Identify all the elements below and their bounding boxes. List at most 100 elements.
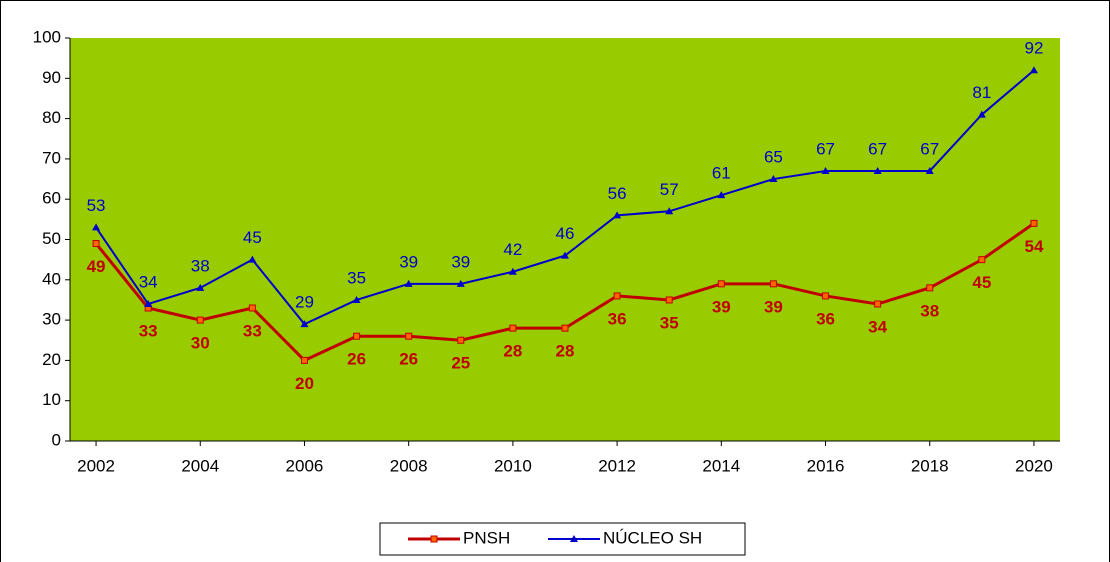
marker: [665, 207, 674, 215]
marker: [561, 251, 569, 259]
data-label: 67: [920, 139, 939, 158]
x-tick-label: 2008: [390, 456, 428, 475]
data-label: 92: [1024, 39, 1043, 58]
legend-marker: [430, 535, 438, 543]
x-tick-label: 2010: [494, 456, 532, 475]
data-label: 39: [399, 252, 418, 271]
y-tick-label: 50: [42, 229, 61, 248]
data-label: 42: [503, 240, 522, 259]
data-label: 49: [87, 257, 106, 276]
data-label: 36: [608, 309, 627, 328]
y-tick-label: 20: [42, 350, 61, 369]
data-label: 35: [347, 268, 366, 287]
marker: [92, 223, 101, 231]
data-label: 20: [295, 374, 314, 393]
data-label: 33: [243, 321, 262, 340]
y-tick-label: 60: [42, 189, 61, 208]
data-label: 46: [556, 224, 575, 243]
data-label: 67: [868, 139, 887, 158]
data-label: 28: [503, 342, 522, 361]
data-label: 38: [920, 301, 939, 320]
marker: [1030, 219, 1038, 227]
data-label: 45: [972, 273, 991, 292]
data-label: 33: [139, 321, 158, 340]
data-label: 36: [816, 309, 835, 328]
marker: [769, 280, 777, 288]
marker: [509, 324, 517, 332]
x-tick-label: 2002: [77, 456, 115, 475]
marker: [665, 296, 673, 304]
y-tick-label: 70: [42, 148, 61, 167]
marker: [613, 292, 621, 300]
data-label: 38: [191, 256, 210, 275]
x-tick-label: 2004: [181, 456, 219, 475]
data-label: 26: [399, 350, 418, 369]
marker: [404, 279, 413, 287]
x-tick-label: 2012: [598, 456, 636, 475]
y-tick-label: 40: [42, 269, 61, 288]
marker: [978, 256, 986, 264]
x-tick-label: 2020: [1015, 456, 1053, 475]
data-label: 65: [764, 148, 783, 167]
data-label: 35: [660, 313, 679, 332]
y-tick-label: 80: [42, 108, 61, 127]
marker: [613, 211, 622, 219]
data-label: 34: [139, 272, 158, 291]
marker: [144, 299, 153, 307]
data-label: 39: [451, 252, 470, 271]
legend-marker: [570, 535, 578, 542]
marker: [353, 332, 361, 340]
plot-area: [70, 38, 1060, 441]
data-label: 53: [87, 196, 106, 215]
data-label: 67: [816, 139, 835, 158]
marker: [926, 284, 934, 292]
marker: [456, 279, 465, 287]
legend-label: NÚCLEO SH: [603, 528, 702, 547]
marker: [873, 166, 882, 174]
x-tick-label: 2018: [911, 456, 949, 475]
marker: [300, 320, 309, 328]
marker: [248, 255, 257, 263]
x-tick-label: 2016: [807, 456, 845, 475]
legend-label: PNSH: [463, 528, 510, 547]
marker: [821, 166, 830, 174]
marker: [769, 175, 778, 183]
data-label: 29: [295, 293, 314, 312]
marker: [352, 295, 361, 303]
data-label: 61: [712, 164, 731, 183]
y-tick-label: 90: [42, 68, 61, 87]
marker: [717, 280, 725, 288]
data-label: 45: [243, 228, 262, 247]
marker: [977, 110, 986, 118]
y-tick-label: 10: [42, 390, 61, 409]
marker: [92, 240, 100, 248]
data-label: 56: [608, 184, 627, 203]
marker: [561, 324, 569, 332]
data-label: 25: [451, 354, 470, 373]
marker: [822, 292, 830, 300]
data-label: 26: [347, 350, 366, 369]
data-label: 34: [868, 317, 887, 336]
data-label: 39: [764, 297, 783, 316]
marker: [925, 166, 934, 174]
x-tick-label: 2014: [702, 456, 740, 475]
marker: [717, 191, 726, 199]
data-label: 57: [660, 180, 679, 199]
y-tick-label: 100: [33, 27, 61, 46]
marker: [300, 356, 308, 364]
data-label: 39: [712, 297, 731, 316]
marker: [196, 316, 204, 324]
marker: [874, 300, 882, 308]
marker: [508, 267, 517, 275]
marker: [1029, 66, 1038, 74]
marker: [196, 283, 205, 291]
marker: [457, 336, 465, 344]
data-label: 28: [556, 342, 575, 361]
marker: [248, 304, 256, 312]
data-label: 81: [972, 83, 991, 102]
x-tick-label: 2006: [286, 456, 324, 475]
y-tick-label: 0: [52, 430, 61, 449]
y-tick-label: 30: [42, 310, 61, 329]
data-label: 30: [191, 334, 210, 353]
